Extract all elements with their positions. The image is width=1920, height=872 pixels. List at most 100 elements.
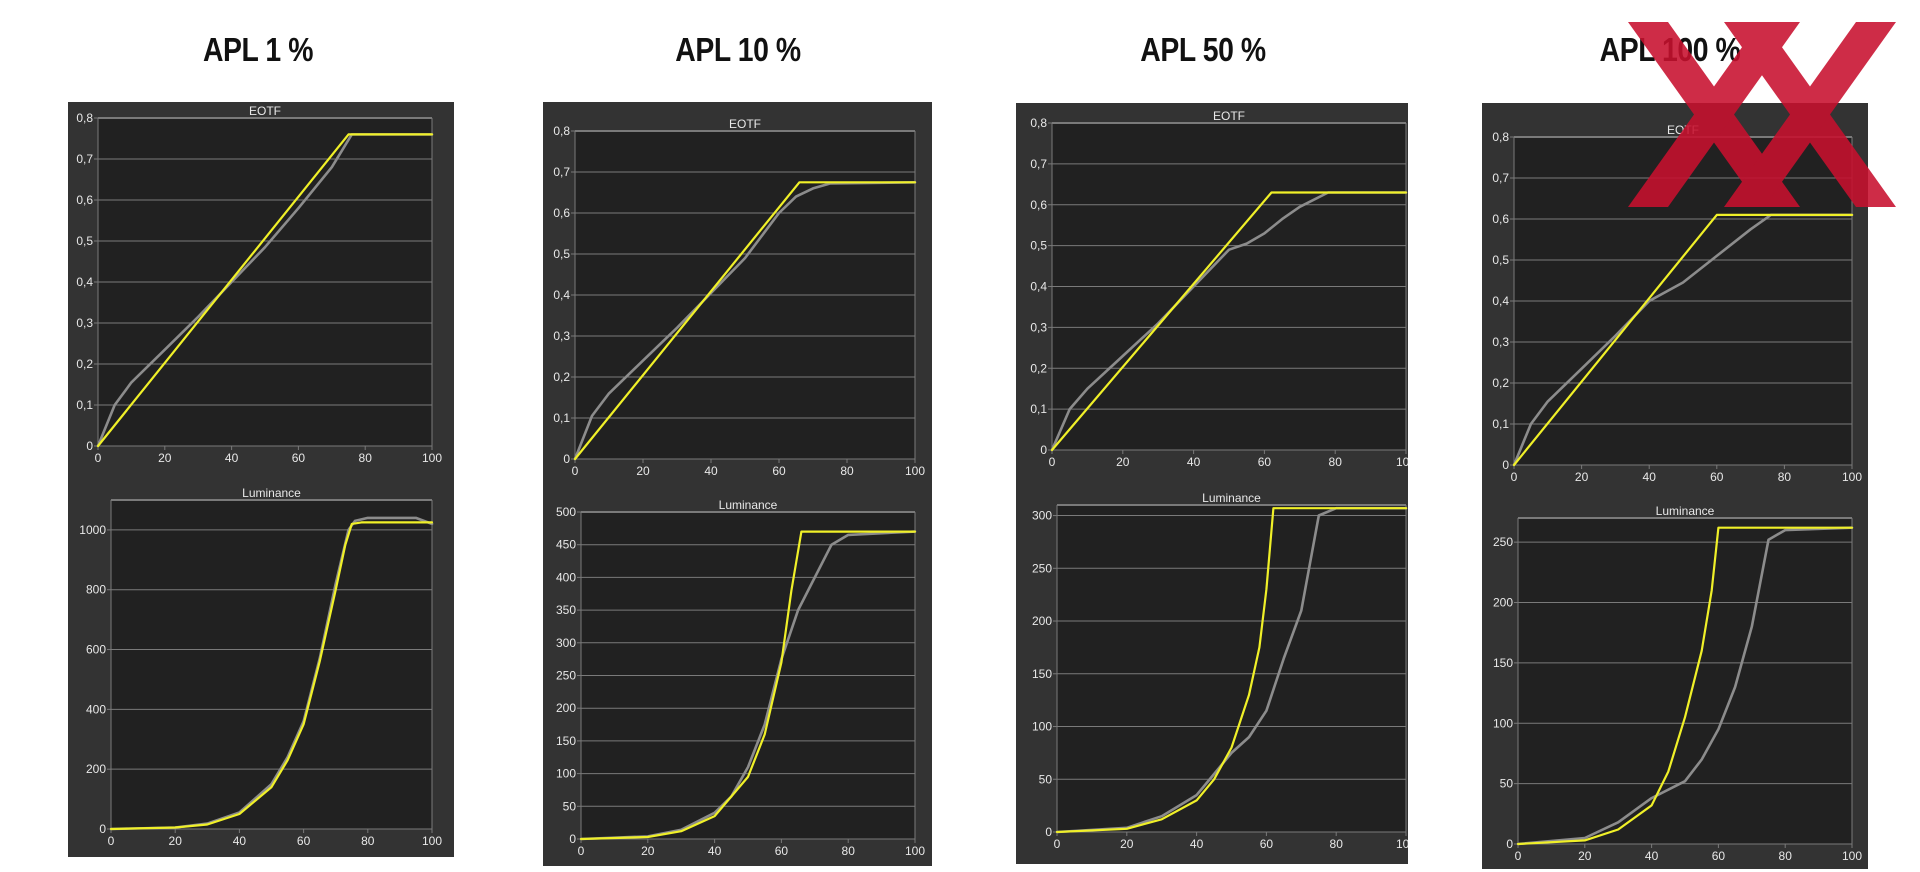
y-tick-label: 1000 <box>79 523 106 537</box>
series-line-target <box>96 133 434 448</box>
y-tick-label: 400 <box>556 570 576 584</box>
x-tick-label: 20 <box>636 464 650 478</box>
x-tick-label: 40 <box>1643 470 1657 484</box>
x-tick-label: 60 <box>297 834 311 848</box>
y-tick-label: 0,2 <box>76 357 93 371</box>
y-tick-label: 0,4 <box>1492 294 1509 308</box>
y-tick-label: 0,7 <box>1030 157 1047 171</box>
chart-title: Luminance <box>1202 491 1261 505</box>
chart-title: Luminance <box>719 498 778 512</box>
y-tick-label: 0,2 <box>553 370 570 384</box>
y-tick-label: 0,7 <box>1492 171 1509 185</box>
eotf-chart-apl-50: EOTF 0 0,1 0,2 0,3 0,4 0,5 0,6 0,7 0,8 0 20 40 60 80 10… <box>1030 109 1408 469</box>
x-tick-label: 60 <box>1712 849 1726 863</box>
x-tick-label: 0 <box>1054 837 1061 851</box>
y-tick-label: 100 <box>1032 720 1052 734</box>
x-tick-label: 20 <box>158 451 172 465</box>
y-tick-label: 0,1 <box>76 398 93 412</box>
y-tick-label: 0,4 <box>76 275 93 289</box>
x-tick-label: 0 <box>572 464 579 478</box>
x-tick-label: 80 <box>359 451 373 465</box>
y-tick-label: 0,5 <box>76 234 93 248</box>
x-tick-label: 80 <box>1329 455 1343 469</box>
x-tick-label: 20 <box>169 834 183 848</box>
y-tick-label: 0,2 <box>1492 376 1509 390</box>
series-line-measured <box>96 133 434 448</box>
y-tick-label: 0 <box>563 452 570 466</box>
y-tick-label: 300 <box>1032 509 1052 523</box>
x-tick-label: 20 <box>641 844 655 858</box>
y-tick-label: 0 <box>1506 837 1513 851</box>
x-tick-label: 40 <box>1645 849 1659 863</box>
y-tick-label: 0,1 <box>553 411 570 425</box>
x-tick-label: 100 <box>1842 470 1862 484</box>
x-tick-label: 40 <box>704 464 718 478</box>
y-tick-label: 0,5 <box>1492 253 1509 267</box>
chart-title: EOTF <box>249 104 281 118</box>
x-tick-label: 0 <box>108 834 115 848</box>
y-tick-label: 100 <box>1493 716 1513 730</box>
chart-panel-apl-50: EOTF 0 0,1 0,2 0,3 0,4 0,5 0,6 0,7 0,8 0 20 40 60 80 10… <box>1016 103 1408 864</box>
x-tick-label: 40 <box>1190 837 1204 851</box>
y-tick-label: 0,8 <box>1030 116 1047 130</box>
x-tick-label: 0 <box>1511 470 1518 484</box>
column-title-apl-50: APL 50 % <box>1140 31 1266 68</box>
luminance-chart-apl-50: Luminance 0 50 100 150 200 250 300 0 20 40 60 80 100 <box>1032 491 1408 851</box>
y-tick-label: 0,1 <box>1030 402 1047 416</box>
y-tick-label: 500 <box>556 505 576 519</box>
y-tick-label: 0 <box>86 439 93 453</box>
y-tick-label: 0,6 <box>553 206 570 220</box>
plot-area <box>111 500 432 829</box>
x-tick-label: 80 <box>842 844 856 858</box>
x-tick-label: 40 <box>225 451 239 465</box>
y-tick-label: 600 <box>86 643 106 657</box>
x-tick-label: 60 <box>1258 455 1272 469</box>
y-tick-label: 0,5 <box>1030 239 1047 253</box>
x-tick-label: 0 <box>578 844 585 858</box>
y-tick-label: 0,3 <box>553 329 570 343</box>
series-line-target <box>1055 507 1408 834</box>
x-tick-label: 60 <box>1260 837 1274 851</box>
y-tick-label: 450 <box>556 538 576 552</box>
chart-title: Luminance <box>1656 504 1715 518</box>
y-tick-label: 0 <box>99 822 106 836</box>
y-tick-label: 400 <box>86 702 106 716</box>
eotf-chart-apl-1: EOTF 0 0,1 0,2 0,3 0,4 0,5 0,6 0,7 0,8 0 20 40 60 80 10… <box>76 104 442 465</box>
chart-panel-apl-10: EOTF 0 0,1 0,2 0,3 0,4 0,5 0,6 0,7 0,8 0 20 40 60 80 10… <box>543 102 932 866</box>
x-tick-label: 20 <box>1578 849 1592 863</box>
series-line-measured <box>573 181 917 461</box>
y-tick-label: 0,8 <box>76 111 93 125</box>
y-tick-label: 50 <box>1500 777 1514 791</box>
series-line-measured <box>1050 191 1408 452</box>
y-tick-label: 0,7 <box>76 152 93 166</box>
y-tick-label: 250 <box>1032 561 1052 575</box>
y-tick-label: 0,3 <box>1030 320 1047 334</box>
eotf-chart-apl-100: EOTF00,10,20,30,40,50,60,70,802040608010… <box>1492 123 1862 484</box>
x-tick-label: 20 <box>1120 837 1134 851</box>
y-tick-label: 0,5 <box>553 247 570 261</box>
y-tick-label: 0,8 <box>553 124 570 138</box>
y-tick-label: 0,3 <box>1492 335 1509 349</box>
y-tick-label: 0,7 <box>553 165 570 179</box>
y-tick-label: 0,3 <box>76 316 93 330</box>
series-line-target <box>579 530 917 841</box>
y-tick-label: 300 <box>556 636 576 650</box>
y-tick-label: 150 <box>1493 656 1513 670</box>
y-tick-label: 0,6 <box>1492 212 1509 226</box>
series-line-measured <box>1512 213 1854 467</box>
y-tick-label: 0,4 <box>553 288 570 302</box>
plot-area <box>1057 505 1406 832</box>
x-tick-label: 20 <box>1116 455 1130 469</box>
y-tick-label: 0,8 <box>1492 130 1509 144</box>
y-tick-label: 0,6 <box>76 193 93 207</box>
series-line-target <box>1516 526 1854 846</box>
y-tick-label: 0,2 <box>1030 361 1047 375</box>
y-tick-label: 350 <box>556 603 576 617</box>
y-tick-label: 0 <box>1502 458 1509 472</box>
x-tick-label: 40 <box>708 844 722 858</box>
series-line-target <box>573 181 917 461</box>
series-line-measured <box>1055 506 1408 834</box>
series-line-target <box>109 521 434 831</box>
x-tick-label: 80 <box>1779 849 1793 863</box>
series-line-measured <box>1516 526 1854 846</box>
